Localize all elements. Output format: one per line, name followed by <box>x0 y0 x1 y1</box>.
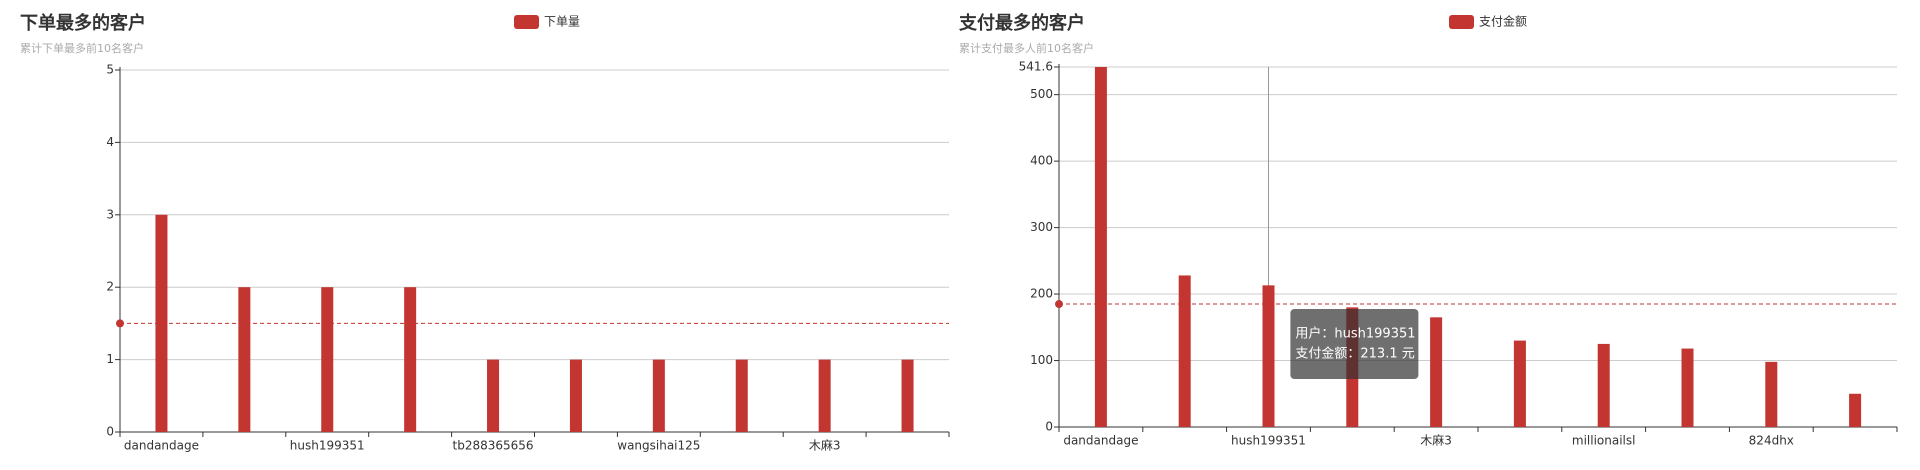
tooltip-text: 支付金额：213.1 元 <box>1295 346 1414 362</box>
mark-line-start <box>1055 300 1063 309</box>
bar <box>1681 348 1694 427</box>
x-tick-label: dandandage <box>124 439 199 453</box>
x-tick-label: wangsihai125 <box>617 439 700 453</box>
bar <box>1262 285 1275 427</box>
x-tick-label: dandandage <box>1063 434 1138 448</box>
y-tick-label: 400 <box>1030 154 1053 168</box>
y-tick-label: 300 <box>1030 220 1053 234</box>
y-tick-label: 5 <box>106 63 114 77</box>
bar <box>1597 343 1610 427</box>
bar <box>1094 67 1107 427</box>
bar <box>818 359 831 432</box>
bar <box>652 359 665 432</box>
legend-label: 下单量 <box>544 15 580 29</box>
y-tick-label: 541.6 <box>1019 60 1053 74</box>
tooltip-box <box>1290 309 1419 379</box>
bar <box>1765 361 1778 427</box>
chart-title: 下单最多的客户 <box>20 12 146 34</box>
chart-subtitle: 累计下单最多前10名客户 <box>20 41 144 55</box>
legend-swatch <box>1449 15 1474 29</box>
bar <box>1849 393 1862 427</box>
chart-subtitle: 累计支付最多人前10名客户 <box>959 41 1094 55</box>
bar <box>155 214 168 432</box>
bar <box>238 287 251 432</box>
bar <box>1178 275 1191 427</box>
bar <box>735 359 748 432</box>
x-tick-label: 木麻3 <box>1420 433 1452 448</box>
bar <box>487 359 500 432</box>
y-tick-label: 100 <box>1030 353 1053 367</box>
x-tick-label: hush199351 <box>290 439 365 453</box>
y-tick-label: 0 <box>106 425 114 439</box>
bar <box>569 359 582 432</box>
y-tick-label: 3 <box>106 207 114 221</box>
bar <box>321 287 334 432</box>
y-tick-label: 1 <box>106 352 114 366</box>
y-tick-label: 200 <box>1030 287 1053 301</box>
x-tick-label: hush199351 <box>1231 434 1306 448</box>
x-tick-label: 824dhx <box>1749 434 1794 448</box>
legend-label: 支付金额 <box>1479 14 1527 29</box>
bar <box>901 359 914 432</box>
y-tick-label: 500 <box>1030 87 1053 101</box>
x-tick-label: tb288365656 <box>453 439 534 453</box>
bar <box>404 287 417 432</box>
tooltip-text: 用户：hush199351 <box>1295 326 1415 342</box>
chart-title: 支付最多的客户 <box>958 12 1085 34</box>
y-tick-label: 4 <box>106 135 114 149</box>
legend-swatch <box>514 15 539 29</box>
bar <box>1430 317 1443 427</box>
x-tick-label: millionailsl <box>1572 434 1636 448</box>
y-tick-label: 2 <box>106 280 114 294</box>
bar <box>1513 340 1526 427</box>
y-tick-label: 0 <box>1045 420 1053 434</box>
x-tick-label: 木麻3 <box>809 438 841 453</box>
mark-line-start <box>116 319 124 328</box>
